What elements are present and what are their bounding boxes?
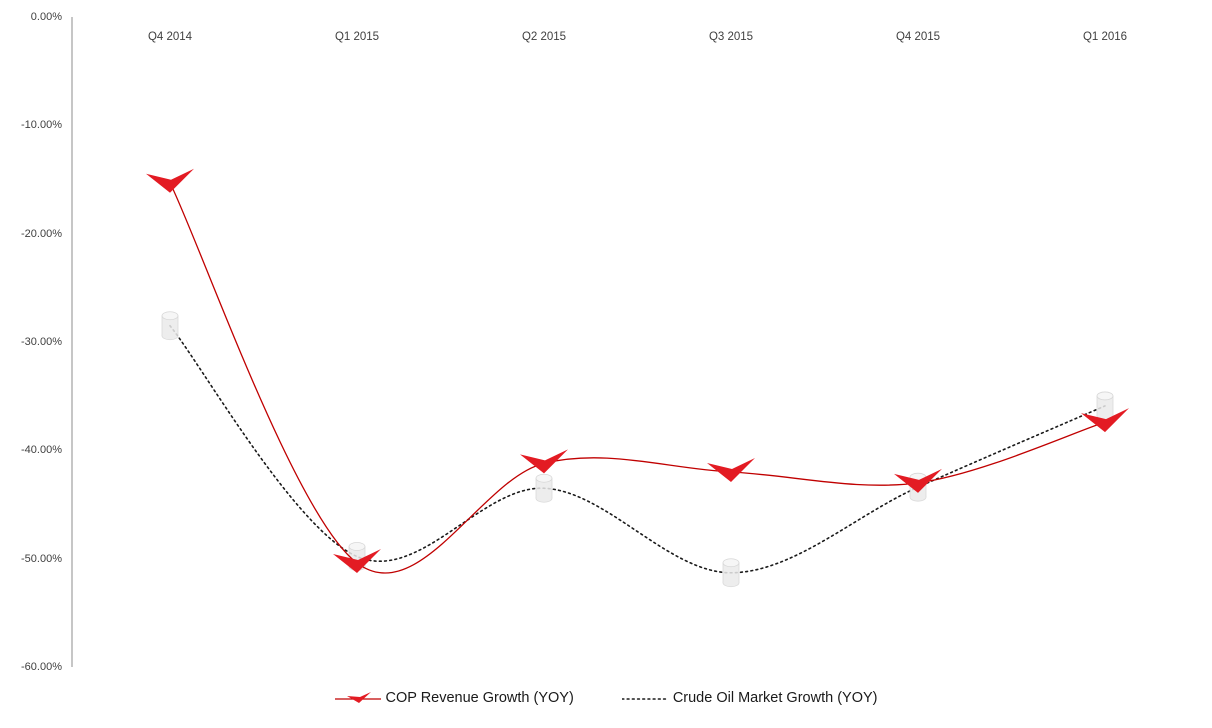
legend-item-crude-oil: Crude Oil Market Growth (YOY) (621, 689, 878, 707)
y-tick-label: -30.00% (21, 336, 62, 348)
legend-label-cop-revenue: COP Revenue Growth (YOY) (385, 690, 574, 706)
y-tick-label: -20.00% (21, 228, 62, 240)
cylinder-marker (722, 558, 740, 588)
red-arrow-marker (146, 168, 194, 193)
legend-dotted-line-icon (621, 698, 668, 700)
legend-label-crude-oil: Crude Oil Market Growth (YOY) (672, 690, 878, 706)
series-line-cop-revenue (169, 182, 1106, 574)
legend: COP Revenue Growth (YOY) Crude Oil Marke… (0, 689, 1212, 707)
legend-item-cop-revenue: COP Revenue Growth (YOY) (334, 689, 574, 707)
cylinder-marker (161, 311, 179, 341)
red-arrow-marker (1081, 408, 1129, 433)
red-arrow-marker (520, 449, 568, 474)
cylinder-marker (535, 473, 553, 503)
red-arrow-marker (707, 458, 755, 482)
y-tick-label: 0.00% (30, 11, 62, 23)
cylinder-marker (1096, 391, 1114, 421)
red-arrow-marker (894, 468, 942, 493)
y-tick-label: -40.00% (21, 444, 62, 456)
series-line-crude-oil (169, 324, 1106, 574)
x-tick-label: Q1 2015 (334, 31, 380, 43)
y-tick-label: -60.00% (21, 661, 62, 673)
x-tick-label: Q4 2015 (895, 31, 941, 43)
legend-red-line-marker-icon (334, 692, 381, 703)
y-tick-label: -10.00% (21, 119, 62, 131)
x-tick-label: Q3 2015 (708, 31, 754, 43)
x-tick-label: Q2 2015 (521, 31, 567, 43)
x-tick-label: Q4 2014 (147, 31, 193, 43)
red-arrow-marker (333, 549, 381, 573)
x-tick-label: Q1 2016 (1082, 31, 1128, 43)
legend-red-arrow-marker (346, 692, 371, 703)
y-tick-label: -50.00% (21, 553, 62, 565)
